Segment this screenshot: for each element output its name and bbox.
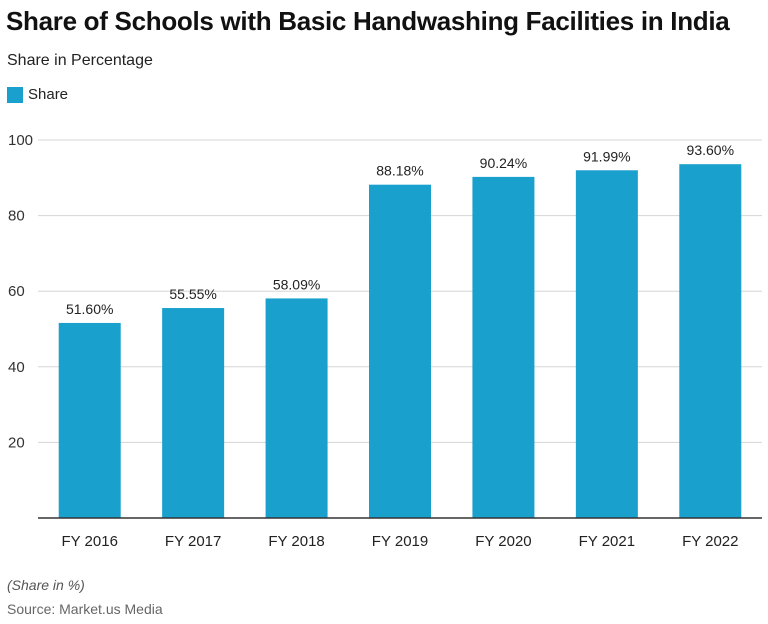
x-tick-label: FY 2017: [165, 533, 221, 550]
bar: [679, 164, 742, 518]
x-tick-label: FY 2016: [61, 533, 117, 550]
y-tick-label: 20: [8, 434, 25, 451]
legend: Share: [7, 86, 68, 103]
legend-label: Share: [28, 86, 69, 103]
source-note: Source: Market.us Media: [7, 601, 163, 617]
bar: [575, 170, 638, 518]
bar: [369, 184, 431, 518]
data-label: 88.18%: [376, 163, 423, 179]
y-tick-label: 80: [8, 208, 25, 225]
x-tick-label: FY 2020: [475, 533, 531, 550]
bar: [162, 308, 225, 518]
bar: [265, 298, 328, 518]
x-tick-label: FY 2021: [579, 533, 635, 550]
y-tick-label: 60: [8, 283, 25, 300]
data-label: 51.60%: [66, 301, 113, 317]
data-label: 90.24%: [480, 155, 527, 171]
data-label: 93.60%: [687, 142, 734, 158]
data-label: 58.09%: [273, 276, 320, 292]
y-tick-label: 100: [8, 132, 33, 149]
legend-swatch: [7, 86, 23, 103]
x-tick-label: FY 2019: [372, 533, 428, 550]
data-label: 91.99%: [583, 148, 630, 164]
x-tick-label: FY 2022: [682, 533, 738, 550]
bar: [58, 322, 121, 518]
data-label: 55.55%: [169, 286, 216, 302]
bar: [472, 176, 535, 518]
x-tick-label: FY 2018: [268, 533, 324, 550]
footnote: (Share in %): [7, 577, 85, 593]
chart-title: Share of Schools with Basic Handwashing …: [6, 6, 730, 36]
chart-subtitle: Share in Percentage: [7, 52, 153, 69]
y-tick-label: 40: [8, 359, 25, 376]
